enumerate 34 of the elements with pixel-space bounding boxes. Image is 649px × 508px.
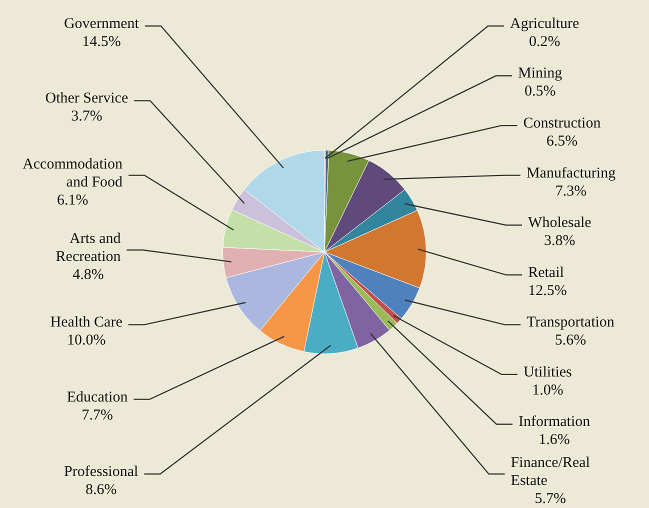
data-label: 14.5% [82,34,121,50]
data-label: 5.7% [534,490,566,507]
slice-label: Arts and Recreation [56,230,122,265]
slice-label: Information [518,414,591,430]
slice-label: Health Care [50,314,123,331]
slice-label: Construction [523,115,602,132]
data-label: 8.6% [85,482,117,498]
slice-label: Mining [518,66,563,82]
data-label: 6.5% [546,133,578,150]
data-label: 10.0% [66,332,106,349]
data-label: 12.5% [528,282,567,299]
data-label: 6.1% [56,192,88,208]
data-label: 1.6% [538,432,570,448]
slice-label: Utilities [524,364,572,380]
slice-label: Professional [64,464,138,480]
data-label: 7.7% [82,407,113,424]
data-label: 4.8% [72,266,104,283]
data-label: 0.5% [524,84,556,100]
slice-label: Transportation [526,314,615,331]
data-label: 7.3% [555,183,587,200]
slice-label: Government [64,16,140,32]
slice-label: Agriculture [510,16,580,32]
slice-label: Finance/Real Estate [510,454,590,489]
data-label: 0.2% [528,34,560,50]
data-label: 5.6% [554,332,586,349]
data-label: 3.7% [71,108,102,125]
slice-label: Other Service [45,90,128,107]
slice-label: Education [66,389,128,406]
data-label: 3.8% [544,233,576,250]
slice-label: Wholesale [528,215,592,232]
slice-label: Manufacturing [526,165,616,182]
data-label: 1.0% [532,382,564,398]
slice-label: Accommodation and Food [22,156,124,190]
slice-label: Retail [528,264,564,281]
